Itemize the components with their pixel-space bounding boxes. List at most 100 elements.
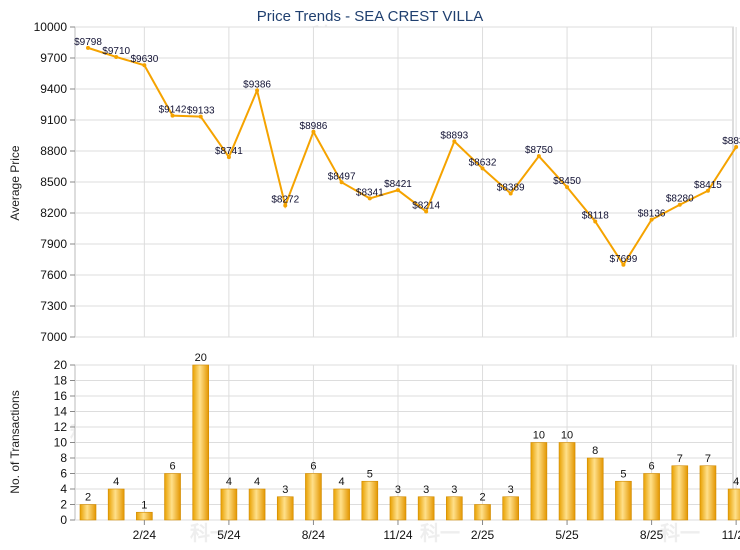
- price-point-label: $8893: [440, 130, 468, 141]
- price-point-label: $9386: [243, 79, 271, 90]
- date-tick-label: 5/24: [217, 528, 241, 542]
- price-point-label: $9142: [159, 105, 187, 116]
- price-point: [565, 185, 570, 190]
- transaction-bar: [615, 480, 632, 521]
- price-point-label: $8839: [722, 136, 740, 147]
- watermark-mark: 科一: [420, 521, 460, 545]
- transactions-tick-label: 6: [60, 467, 67, 481]
- transaction-bar: [107, 488, 125, 521]
- price-point: [424, 209, 429, 214]
- price-tick-label: 10000: [34, 20, 68, 34]
- price-point: [86, 45, 90, 50]
- date-tick-label: 11/25: [722, 528, 740, 542]
- date-tick-label: 8/24: [302, 528, 326, 542]
- transaction-bar-label: 3: [395, 484, 401, 496]
- price-point-label: $9798: [74, 37, 102, 48]
- transaction-bar: [333, 488, 350, 521]
- price-point: [170, 113, 175, 118]
- price-point: [395, 188, 400, 193]
- transaction-bar: [558, 442, 576, 521]
- price-tick-label: 7600: [40, 268, 67, 282]
- price-tick-label: 9700: [40, 51, 67, 65]
- price-point: [480, 166, 485, 171]
- transaction-bar-label: 10: [533, 430, 545, 442]
- transaction-bar: [79, 504, 97, 521]
- price-axis-title: Average Price: [8, 145, 22, 220]
- transaction-bar: [474, 504, 491, 521]
- transaction-bar-label: 4: [733, 476, 739, 488]
- price-point: [621, 262, 626, 267]
- transaction-bar: [502, 496, 519, 521]
- transaction-bar-label: 3: [508, 484, 514, 496]
- price-point-label: $8136: [638, 209, 666, 220]
- price-line-path: [87, 46, 737, 267]
- transactions-tick-label: 16: [54, 389, 68, 403]
- transaction-bar: [586, 457, 604, 521]
- price-point: [734, 144, 739, 149]
- transactions-axis-title: No. of Transactions: [8, 390, 22, 493]
- date-tick-label: 2/24: [133, 528, 157, 542]
- transaction-bar-label: 6: [169, 461, 175, 473]
- transactions-tick-label: 10: [54, 436, 68, 450]
- transaction-bar-label: 4: [113, 476, 119, 488]
- price-line: $9798$9710$9630 $9142 $9133 $8741 $9386 $8272…: [74, 37, 740, 267]
- transaction-bar-label: 3: [423, 484, 429, 496]
- transaction-bar: [699, 465, 717, 521]
- price-tick-label: 8500: [40, 175, 67, 189]
- transaction-bar-label: 6: [649, 461, 655, 473]
- transaction-bar-label: 1: [141, 499, 147, 511]
- transaction-bar: [136, 511, 153, 521]
- price-point: [705, 188, 710, 193]
- price-point: [508, 191, 513, 196]
- price-point: [677, 202, 682, 207]
- price-point-label: $9710: [102, 46, 130, 57]
- transaction-bar-label: 8: [592, 445, 598, 457]
- transactions-tick-label: 8: [60, 451, 67, 465]
- transactions-tick-label: 2: [60, 498, 67, 512]
- transaction-bar: [164, 473, 181, 521]
- price-point: [311, 129, 316, 134]
- price-point-label: $8118: [582, 210, 610, 221]
- price-point-label: $8497: [328, 171, 356, 182]
- price-point: [536, 154, 541, 159]
- price-point-label: $8280: [666, 194, 694, 205]
- transaction-bar: [361, 480, 379, 521]
- watermark-mark: 科一: [660, 521, 700, 545]
- transaction-bar-label: 5: [367, 468, 373, 480]
- price-point: [114, 54, 119, 59]
- price-tick-label: 9400: [40, 82, 67, 96]
- transaction-bar-label: 6: [310, 461, 316, 473]
- transaction-bar: [671, 465, 689, 521]
- price-point: [142, 63, 147, 68]
- date-tick-label: 8/25: [640, 528, 664, 542]
- transaction-bar: [643, 473, 660, 521]
- transaction-bar: [276, 496, 294, 521]
- transaction-bar-label: 4: [226, 476, 232, 488]
- transaction-bar: [248, 488, 266, 521]
- transaction-bar-label: 2: [479, 492, 485, 504]
- transaction-bar: [417, 496, 435, 521]
- price-tick-label: 8800: [40, 144, 67, 158]
- price-point-label: $8750: [525, 145, 553, 156]
- price-point-label: $8421: [384, 179, 412, 190]
- chart-title: Price Trends - SEA CREST VILLA: [257, 8, 483, 25]
- price-tick-label: 7900: [40, 237, 67, 251]
- price-point-label: $9630: [130, 54, 158, 65]
- transaction-bar: [727, 488, 740, 521]
- price-point-label: $8415: [694, 180, 722, 191]
- price-tick-label: 7000: [40, 330, 67, 344]
- price-point: [367, 196, 372, 201]
- price-point-label: $8632: [469, 157, 497, 168]
- price-tick-label: 7300: [40, 299, 67, 313]
- price-tick-label: 9100: [40, 113, 67, 127]
- date-tick-label: 11/24: [383, 528, 412, 542]
- date-axis: 2/24 5/24 8/24 11/24 2/25 5/25 8/25 11/25: [133, 520, 740, 542]
- price-grid: [74, 26, 737, 338]
- transaction-bar: [530, 442, 548, 521]
- transaction-bar-label: 5: [620, 468, 626, 480]
- transaction-bar-label: 2: [85, 492, 91, 504]
- transaction-bar-label: 7: [705, 453, 711, 465]
- transaction-bar-label: 10: [561, 430, 573, 442]
